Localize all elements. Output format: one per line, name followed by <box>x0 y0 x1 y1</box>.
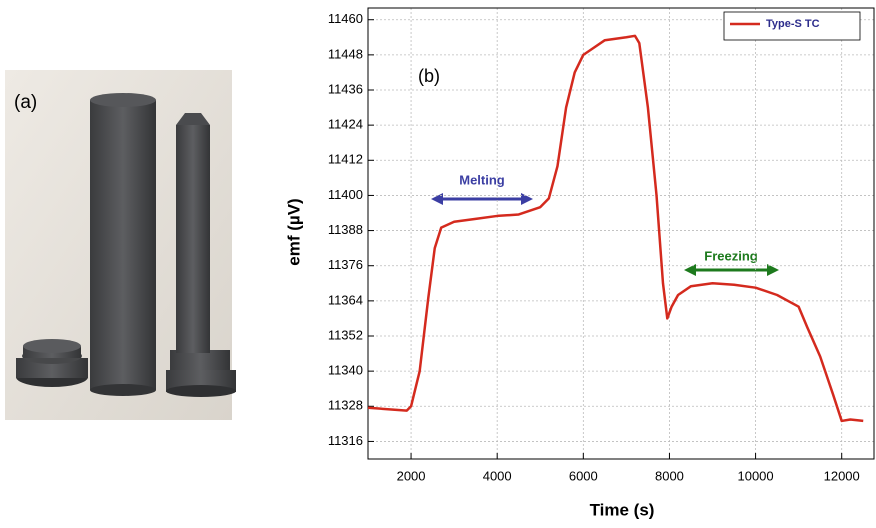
y-tick-label: 11364 <box>328 292 363 307</box>
x-axis-label: Time (s) <box>590 500 655 519</box>
y-tick-label: 11316 <box>328 433 363 448</box>
x-tick-label: 10000 <box>737 468 773 483</box>
y-tick-label: 11424 <box>328 117 363 132</box>
x-tick-label: 8000 <box>655 468 684 483</box>
y-tick-label: 11328 <box>328 398 363 413</box>
y-tick-label: 11436 <box>328 81 363 96</box>
x-tick-label: 4000 <box>483 468 512 483</box>
chart: Time (s) emf (µV) (b) Melting Freezing 1… <box>284 7 875 519</box>
y-tick-label: 11400 <box>328 187 363 202</box>
plot-frame <box>367 7 875 460</box>
y-tick-label: 11388 <box>328 222 363 237</box>
y-tick-label: 11412 <box>328 152 363 167</box>
x-tick-label: 6000 <box>569 468 598 483</box>
photo: (a) <box>5 70 236 420</box>
y-tick-label: 11460 <box>328 11 363 26</box>
annotation: (b) <box>418 66 440 86</box>
legend-label: Type-S TC <box>766 18 820 30</box>
panel-label: (a) <box>14 92 37 113</box>
annotation: Freezing <box>704 248 758 263</box>
y-tick-label: 11340 <box>328 363 363 378</box>
x-tick-label: 12000 <box>824 468 860 483</box>
y-tick-label: 11376 <box>328 257 363 272</box>
annotation: Melting <box>459 172 505 187</box>
x-tick-label: 2000 <box>397 468 426 483</box>
y-tick-label: 11448 <box>328 46 363 61</box>
y-axis-label: emf (µV) <box>284 198 303 265</box>
data-line <box>367 34 864 423</box>
y-tick-label: 11352 <box>328 327 363 342</box>
legend-box <box>723 11 861 41</box>
